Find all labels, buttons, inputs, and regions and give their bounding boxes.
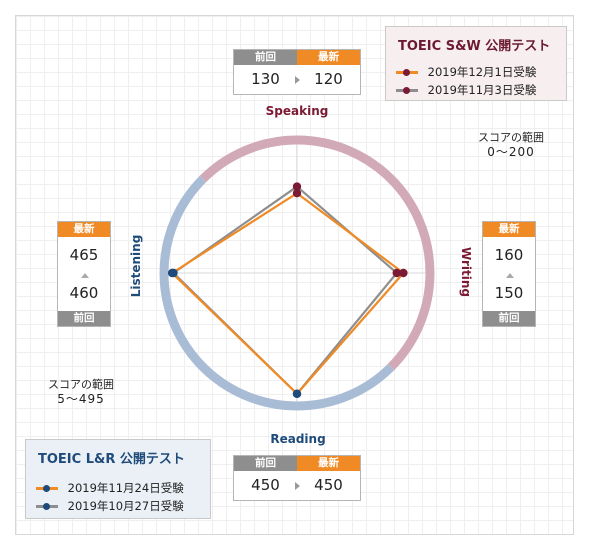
sw-range-label: スコアの範囲 — [478, 131, 544, 144]
speaking-previous-score: 130 — [251, 70, 280, 88]
lr-legend-title: TOEIC L&R 公開テスト — [38, 452, 185, 467]
reading-score-box: 前回 最新 450 450 — [233, 455, 361, 501]
axis-label-speaking: Speaking — [266, 104, 329, 118]
writing-score-box: 最新 160 150 前回 — [482, 221, 536, 327]
point-latest-speaking — [292, 189, 302, 198]
speaking-previous-header: 前回 — [234, 50, 297, 65]
series-previous-polygon — [171, 185, 399, 396]
speaking-latest-header: 最新 — [297, 50, 360, 65]
listening-previous-score: 460 — [69, 284, 99, 302]
lr-range-label: スコアの範囲 — [48, 378, 114, 391]
reading-latest-score: 450 — [314, 476, 343, 494]
arrow-up-icon — [81, 273, 89, 278]
sw-legend: TOEIC S&W 公開テスト 2019年12月1日受験 2019年11月3日受… — [385, 26, 567, 101]
lr-legend: TOEIC L&R 公開テスト 2019年11月24日受験 2019年10月27… — [25, 439, 211, 519]
lr-range-value: 5～495 — [57, 392, 105, 406]
legend-line-previous — [36, 503, 58, 510]
sw-legend-latest: 2019年12月1日受験 — [396, 64, 536, 80]
lr-score-range: スコアの範囲 5～495 — [48, 377, 114, 407]
lr-legend-latest-label: 2019年11月24日受験 — [67, 481, 184, 495]
listening-score-box: 最新 465 460 前回 — [57, 221, 111, 327]
lr-legend-previous: 2019年10月27日受験 — [36, 498, 184, 514]
writing-previous-score: 150 — [494, 284, 524, 302]
axis-label-listening: Listening — [129, 235, 143, 298]
point-previous-speaking — [292, 182, 302, 191]
point-latest-writing — [399, 268, 408, 278]
reading-previous-score: 450 — [251, 476, 280, 494]
writing-latest-header: 最新 — [483, 222, 535, 237]
lr-legend-previous-label: 2019年10月27日受験 — [67, 499, 184, 513]
sw-legend-latest-label: 2019年12月1日受験 — [427, 65, 537, 79]
reading-latest-header: 最新 — [297, 456, 360, 471]
listening-previous-header: 前回 — [58, 311, 110, 326]
sw-legend-previous-label: 2019年11月3日受験 — [427, 83, 537, 97]
axis-label-writing: Writing — [459, 247, 473, 297]
writing-latest-score: 160 — [494, 246, 524, 264]
point-previous-writing — [392, 268, 401, 278]
lr-ring-arc — [159, 175, 395, 411]
speaking-latest-score: 120 — [314, 70, 343, 88]
writing-previous-header: 前回 — [483, 311, 535, 326]
sw-legend-title: TOEIC S&W 公開テスト — [398, 39, 551, 54]
reading-previous-header: 前回 — [234, 456, 297, 471]
axis-label-reading: Reading — [270, 432, 325, 446]
sw-ring-arc — [199, 135, 435, 371]
series-latest-polygon — [170, 191, 406, 396]
listening-latest-header: 最新 — [58, 222, 110, 237]
listening-latest-score: 465 — [69, 246, 99, 264]
point-latest-listening — [167, 268, 177, 278]
sw-range-value: 0～200 — [487, 145, 535, 159]
point-latest-reading — [292, 389, 302, 398]
arrow-right-icon — [295, 482, 300, 490]
legend-line-latest — [36, 485, 58, 492]
legend-line-previous — [396, 87, 418, 94]
sw-legend-previous: 2019年11月3日受験 — [396, 82, 536, 98]
arrow-right-icon — [295, 76, 300, 84]
legend-line-latest — [396, 69, 418, 76]
sw-score-range: スコアの範囲 0～200 — [478, 130, 544, 160]
lr-legend-latest: 2019年11月24日受験 — [36, 480, 184, 496]
arrow-up-icon — [506, 273, 514, 278]
speaking-score-box: 前回 最新 130 120 — [233, 49, 361, 95]
